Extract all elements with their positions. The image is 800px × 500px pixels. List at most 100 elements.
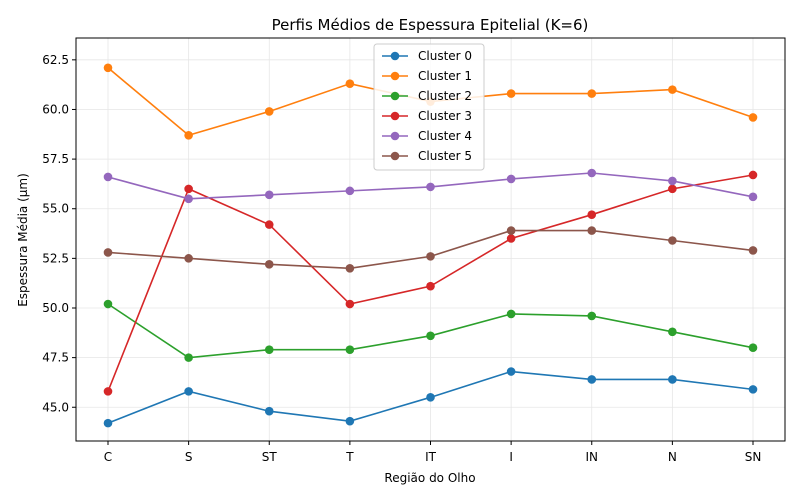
data-point xyxy=(668,184,677,194)
data-point xyxy=(587,89,597,98)
x-tick-label: S xyxy=(185,450,193,464)
data-point xyxy=(426,281,435,291)
data-point xyxy=(426,182,435,192)
data-point xyxy=(506,309,516,319)
data-point xyxy=(587,210,597,219)
y-tick-label: 60.0 xyxy=(42,102,69,116)
data-point xyxy=(748,170,758,180)
data-point xyxy=(345,416,355,426)
data-point xyxy=(184,194,193,204)
legend-swatch-marker xyxy=(390,111,400,121)
legend: Cluster 0 Cluster 1 Cluster 2 Cluster 3 Clus… xyxy=(373,43,485,171)
y-tick-label: 45.0 xyxy=(42,400,69,414)
legend-item: Cluster 5 xyxy=(382,149,472,163)
data-point xyxy=(587,311,597,321)
data-point xyxy=(587,375,597,384)
data-point xyxy=(103,248,113,257)
x-tick-label: IT xyxy=(425,450,437,464)
legend-label: Cluster 4 xyxy=(418,129,472,143)
data-point xyxy=(748,385,758,394)
data-point xyxy=(264,220,274,229)
legend-label: Cluster 5 xyxy=(418,149,472,163)
data-point xyxy=(264,260,274,269)
y-tick-label: 47.5 xyxy=(42,351,69,365)
data-point xyxy=(184,130,193,140)
legend-swatch-marker xyxy=(390,91,400,101)
y-tick-label: 55.0 xyxy=(42,202,69,216)
x-tick-label: IN xyxy=(585,450,598,464)
data-point xyxy=(264,406,274,416)
data-point xyxy=(668,85,677,94)
x-tick-label: T xyxy=(345,450,354,464)
data-point xyxy=(345,299,355,309)
data-point xyxy=(748,343,758,352)
x-tick-label: ST xyxy=(262,450,278,464)
y-tick-label: 50.0 xyxy=(42,301,69,315)
data-point xyxy=(103,387,113,396)
data-point xyxy=(184,254,193,263)
data-point xyxy=(668,375,677,384)
y-tick-label: 57.5 xyxy=(42,152,69,166)
data-point xyxy=(184,353,193,362)
legend-item: Cluster 0 xyxy=(382,49,472,63)
x-tick-label: C xyxy=(104,450,112,464)
x-axis: C S ST T IT I IN N SN xyxy=(104,441,761,464)
series-cluster-2 xyxy=(103,299,758,362)
data-point xyxy=(506,174,516,184)
legend-label: Cluster 0 xyxy=(418,49,472,63)
data-point xyxy=(506,367,516,376)
legend-swatch-marker xyxy=(390,71,400,81)
data-point xyxy=(345,79,355,88)
series-cluster-4 xyxy=(103,168,758,204)
data-point xyxy=(426,252,435,261)
data-point xyxy=(668,327,677,337)
data-point xyxy=(668,236,677,245)
data-point xyxy=(748,192,758,202)
y-tick-label: 62.5 xyxy=(42,53,69,67)
data-point xyxy=(103,63,113,73)
legend-label: Cluster 1 xyxy=(418,69,472,83)
data-point xyxy=(103,418,113,428)
data-point xyxy=(426,331,435,341)
legend-item: Cluster 3 xyxy=(382,109,472,123)
data-point xyxy=(748,246,758,255)
data-point xyxy=(748,113,758,122)
legend-label: Cluster 2 xyxy=(418,89,472,103)
data-point xyxy=(345,263,355,273)
y-axis-label: Espessura Média (µm) xyxy=(16,173,30,307)
data-point xyxy=(587,168,597,178)
legend-label: Cluster 3 xyxy=(418,109,472,123)
chart-title: Perfis Médios de Espessura Epitelial (K=… xyxy=(272,16,589,34)
data-point xyxy=(184,387,193,396)
data-point xyxy=(264,345,274,354)
data-point xyxy=(506,89,516,98)
data-point xyxy=(345,345,355,354)
data-point xyxy=(506,234,516,243)
legend-item: Cluster 4 xyxy=(382,129,472,143)
legend-swatch-marker xyxy=(390,51,400,61)
data-point xyxy=(184,184,193,194)
legend-swatch-marker xyxy=(390,131,400,141)
x-tick-label: N xyxy=(668,450,677,464)
series-cluster-5 xyxy=(103,226,758,273)
legend-swatch-marker xyxy=(390,151,400,161)
series-cluster-0 xyxy=(103,367,758,428)
series-cluster-3 xyxy=(103,170,758,396)
x-tick-label: SN xyxy=(745,450,762,464)
legend-item: Cluster 2 xyxy=(382,89,472,103)
y-tick-label: 52.5 xyxy=(42,251,69,265)
y-axis: 45.0 47.5 50.0 52.5 55.0 57.5 60.0 62.5 xyxy=(42,53,76,414)
data-point xyxy=(426,393,435,402)
x-tick-label: I xyxy=(509,450,513,464)
legend-item: Cluster 1 xyxy=(382,69,472,83)
data-point xyxy=(587,226,597,235)
data-point xyxy=(668,176,677,186)
data-point xyxy=(506,226,516,235)
x-axis-label: Região do Olho xyxy=(384,471,475,485)
data-point xyxy=(103,299,113,309)
data-point xyxy=(264,190,274,200)
data-point xyxy=(345,186,355,196)
data-point xyxy=(264,107,274,116)
data-point xyxy=(103,172,113,182)
